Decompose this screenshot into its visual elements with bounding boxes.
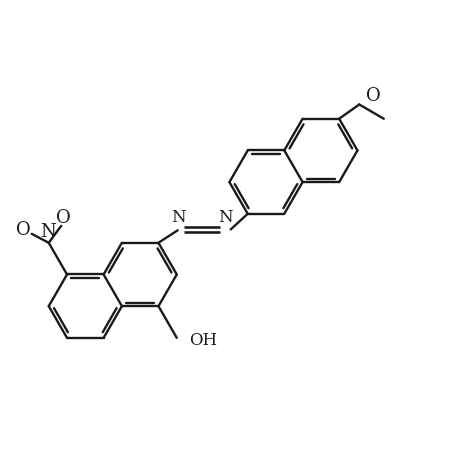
Text: O: O [366, 87, 381, 105]
Text: O: O [17, 221, 31, 239]
Text: N: N [171, 209, 186, 226]
Text: N: N [218, 209, 233, 226]
Text: N: N [40, 223, 56, 241]
Text: O: O [56, 209, 71, 227]
Text: OH: OH [189, 332, 218, 348]
